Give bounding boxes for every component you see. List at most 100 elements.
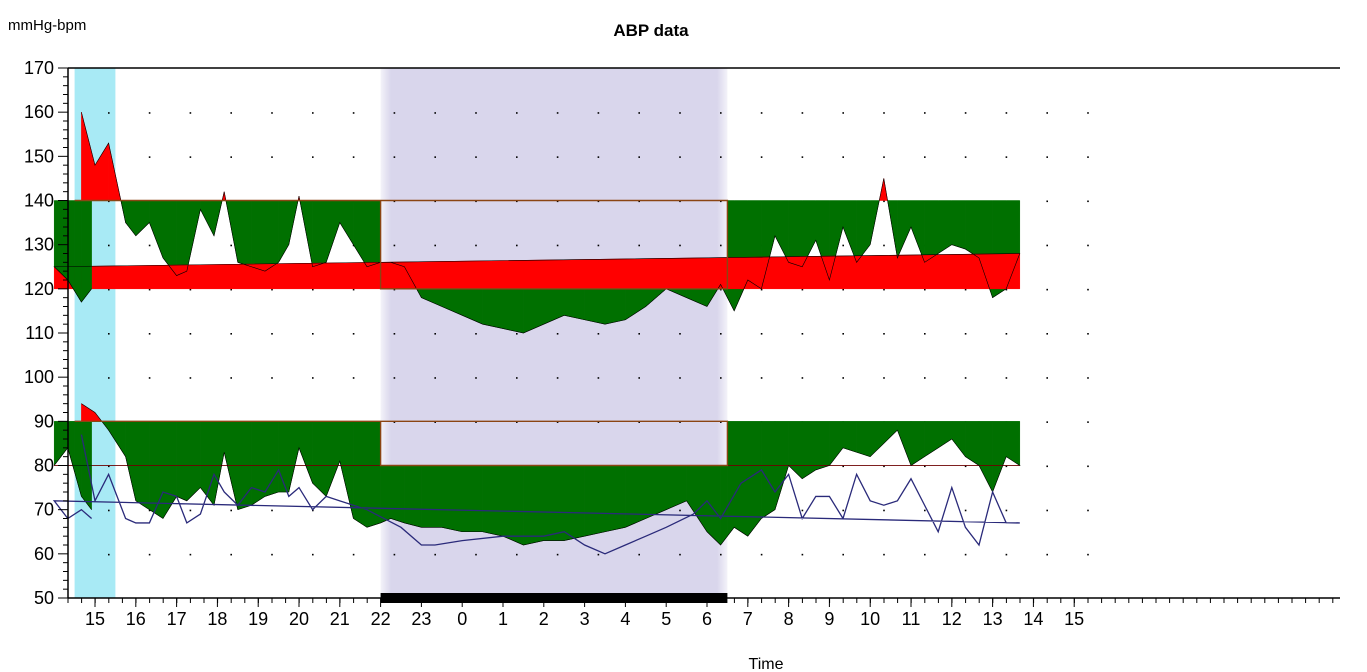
x-tick-label: 21	[330, 609, 350, 629]
grid-dot	[1005, 333, 1008, 335]
grid-dot	[1046, 156, 1048, 158]
x-tick-label: 19	[248, 609, 268, 629]
grid-dot	[148, 333, 151, 335]
y-tick-label: 120	[24, 279, 54, 299]
grid-dot	[108, 465, 110, 468]
diastolic-limit-area	[186, 421, 201, 502]
systolic-limit-area	[74, 200, 82, 303]
grid-dot	[720, 156, 722, 158]
x-tick-label: 4	[620, 609, 630, 629]
grid-dot	[679, 509, 681, 512]
grid-dot	[597, 112, 600, 114]
systolic-limit-area	[563, 288, 585, 321]
grid-dot	[108, 244, 110, 247]
grid-dot	[434, 200, 436, 203]
diastolic-limit-area	[482, 465, 504, 537]
grid-dot	[1087, 200, 1089, 203]
grid-dot	[1087, 553, 1089, 556]
grid-dot	[924, 377, 926, 379]
grid-dot	[434, 377, 436, 379]
grid-dot	[230, 244, 232, 247]
diastolic-limit-area	[706, 465, 721, 546]
diastolic-limit-area	[924, 421, 939, 458]
systolic-limit-area	[951, 200, 966, 250]
grid-dot	[189, 288, 192, 291]
diastolic-limit-area	[325, 421, 341, 497]
grid-dot	[883, 509, 885, 512]
grid-dot	[475, 244, 477, 247]
grid-dot	[108, 553, 110, 556]
grid-dot	[883, 156, 885, 158]
grid-dot	[924, 288, 926, 291]
systolic-limit-area	[924, 200, 939, 263]
grid-dot	[964, 112, 967, 114]
diastolic-limit-area	[788, 421, 803, 480]
systolic-limit-area	[67, 200, 75, 292]
grid-dot	[189, 333, 192, 335]
grid-dot	[475, 156, 477, 158]
grid-dot	[720, 244, 722, 247]
grid-dot	[597, 421, 600, 423]
x-tick-label: 18	[207, 609, 227, 629]
grid-dot	[312, 553, 314, 556]
grid-dot	[597, 553, 600, 556]
grid-dot	[679, 244, 681, 247]
diastolic-limit-area	[842, 421, 857, 453]
systolic-limit-area	[774, 200, 789, 263]
grid-dot	[1046, 112, 1048, 114]
grid-dot	[475, 200, 477, 203]
systolic-limit-line	[74, 199, 729, 290]
x-tick-label: 9	[824, 609, 834, 629]
grid-dot	[516, 553, 518, 556]
x-tick-label: 22	[371, 609, 391, 629]
grid-dot	[271, 333, 273, 335]
grid-dot	[230, 509, 232, 512]
diastolic-limit-area	[978, 421, 993, 493]
grid-dot	[352, 288, 355, 291]
grid-dot	[1087, 244, 1089, 247]
grid-dot	[924, 333, 926, 335]
diastolic-limit-area	[125, 421, 137, 501]
diastolic-limit-area	[502, 465, 524, 546]
x-tick-label: 7	[743, 609, 753, 629]
diastolic-limit-area	[584, 465, 606, 537]
diastolic-limit-area	[264, 421, 279, 497]
grid-dot	[434, 421, 436, 423]
grid-dot	[393, 288, 396, 291]
grid-dot	[883, 553, 885, 556]
grid-dot	[801, 156, 804, 158]
grid-dot	[189, 156, 192, 158]
grid-dot	[1087, 333, 1089, 335]
grid-dot	[434, 333, 436, 335]
systolic-limit-area	[502, 288, 524, 334]
x-tick-label: 5	[661, 609, 671, 629]
y-tick-label: 140	[24, 191, 54, 211]
grid-dot	[597, 377, 600, 379]
grid-dot	[556, 421, 559, 423]
y-axis-ticks: 50 60 70 80 90 100 110 120 130 140 150 160 170	[24, 58, 68, 608]
grid-dot	[148, 156, 151, 158]
grid-dot	[720, 200, 722, 203]
grid-dot	[883, 244, 885, 247]
grid-dot	[679, 112, 681, 114]
grid-dot	[108, 509, 110, 512]
grid-dot	[393, 112, 396, 114]
grid-dot	[964, 465, 967, 468]
diastolic-limit-area	[67, 421, 75, 473]
grid-dot	[230, 553, 232, 556]
grid-dot	[352, 377, 355, 379]
grid-dot	[475, 553, 477, 556]
grid-dot	[108, 200, 110, 203]
x-tick-label: 15	[85, 609, 105, 629]
grid-dot	[638, 156, 640, 158]
x-tick-label: 1	[498, 609, 508, 629]
grid-dot	[679, 553, 681, 556]
diastolic-limit-area	[390, 465, 405, 524]
x-tick-label: 2	[539, 609, 549, 629]
grid-dot	[801, 288, 804, 291]
grid-dot	[1005, 288, 1008, 291]
systolic-limit-area	[366, 200, 381, 268]
grid-dot	[393, 244, 396, 247]
systolic-limit-area	[937, 200, 953, 254]
diastolic-limit-area	[897, 421, 912, 466]
